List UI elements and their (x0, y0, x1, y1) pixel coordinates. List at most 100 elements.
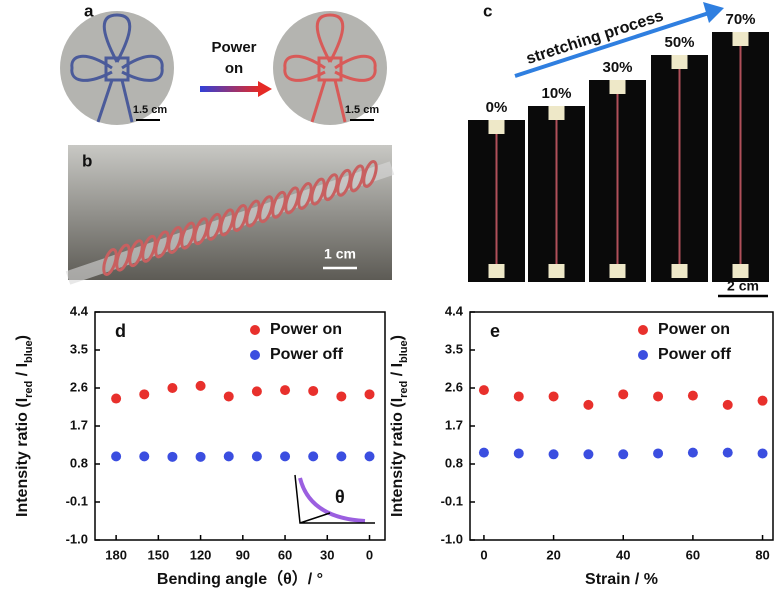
x-tick-label: 60 (278, 547, 292, 562)
point (251, 451, 262, 462)
point (364, 451, 375, 462)
point (722, 399, 733, 410)
scale-text: 1 cm (324, 246, 356, 262)
knot-on (283, 13, 377, 123)
coil (102, 160, 378, 276)
point (513, 448, 524, 459)
panel-label: a (84, 1, 94, 20)
y-axis-title-part: ) (389, 335, 406, 340)
coil-turn (180, 221, 196, 250)
point (139, 389, 150, 400)
point (223, 391, 234, 402)
point (653, 391, 664, 402)
point (280, 385, 291, 396)
y-axis-title-part: blue (23, 340, 35, 363)
panel-label: b (82, 151, 92, 170)
coil-turn (258, 195, 274, 224)
legend-marker (250, 350, 260, 360)
y-tick-label: 4.4 (70, 303, 89, 318)
legend-label: Power off (658, 346, 732, 363)
point (336, 391, 347, 402)
point (308, 385, 319, 396)
strain-label: 50% (664, 34, 694, 51)
clamp (671, 264, 688, 278)
point (687, 447, 698, 458)
point (548, 449, 559, 460)
point (111, 451, 122, 462)
coil-turn (271, 190, 287, 219)
coil-turn (128, 239, 144, 268)
scale-text: 1.5 cm (345, 104, 379, 116)
clamp (609, 80, 626, 94)
coil-turn (310, 177, 326, 206)
panel-label: d (115, 321, 126, 341)
arrow-head (703, 2, 724, 23)
y-tick-label: 0.8 (445, 455, 463, 470)
x-tick-label: 90 (236, 547, 250, 562)
arrow-head (258, 81, 272, 97)
strain-label: 30% (602, 59, 632, 76)
coil-turn (219, 208, 235, 237)
coil-turn (232, 204, 248, 232)
points (111, 380, 375, 462)
y-tick-label: 0.8 (70, 455, 88, 470)
point (548, 391, 559, 402)
y-axis-title-part: red (398, 381, 410, 398)
y-tick-label: 4.4 (445, 303, 464, 318)
x-tick-label: 20 (546, 547, 560, 562)
x-tick-label: 30 (320, 547, 334, 562)
point (139, 451, 150, 462)
chart: -1.0 -0.1 0.8 1.7 2.6 3.5 4.4 0 20 40 60 80 Strain /… (389, 303, 774, 588)
y-tick-label: 2.6 (445, 379, 463, 394)
clamp (548, 264, 565, 278)
y-axis-title-part: / I (389, 363, 406, 381)
y-tick-label: 1.7 (70, 417, 88, 432)
strain-label: 70% (725, 11, 755, 28)
point (364, 389, 375, 400)
legend-label: Power on (658, 321, 730, 338)
y-axis-title-part: Intensity ratio (I (14, 398, 31, 517)
y-tick-label: 3.5 (445, 341, 463, 356)
point (513, 391, 524, 402)
x-tick-label: 120 (190, 547, 212, 562)
arrow-text: on (225, 60, 243, 77)
point (687, 390, 698, 401)
photo-knot-off (60, 11, 174, 125)
coil-turn (284, 186, 300, 215)
strain-label: 10% (541, 85, 571, 102)
point (251, 386, 262, 397)
legend-label: Power on (270, 321, 342, 338)
coil-turn (141, 234, 157, 263)
coil-turn (193, 217, 209, 246)
panel-label: e (490, 321, 500, 341)
y-axis-title-part: / I (14, 363, 31, 381)
point (583, 399, 594, 410)
clamp (488, 264, 505, 278)
x-tick-label: 0 (480, 547, 487, 562)
point (167, 383, 178, 393)
x-tick-label: 40 (616, 547, 630, 562)
panel-label: c (483, 1, 492, 20)
coil-turn (115, 243, 131, 272)
points (478, 385, 768, 460)
coil-turn (245, 199, 261, 228)
y-axis-title-part: Intensity ratio (I (389, 398, 406, 517)
clamp (548, 106, 565, 120)
arrow-text: stretching process (524, 7, 666, 67)
coil-turn (349, 164, 365, 193)
y-axis-title: Intensity ratio (Ired / Iblue) (14, 335, 35, 517)
x-tick-label: 80 (755, 547, 769, 562)
y-tick-label: -0.1 (441, 493, 463, 508)
point (280, 451, 291, 462)
clamp (488, 120, 505, 134)
arrow (514, 10, 713, 78)
point (722, 447, 733, 458)
coil-turn (206, 212, 222, 241)
legend-marker (250, 325, 260, 335)
strain-label: 0% (486, 99, 508, 116)
point (583, 449, 594, 460)
point (195, 380, 206, 391)
clamp (609, 264, 626, 278)
panel-c: c stretching process 2 cm 0%10%30%50%70% (468, 1, 769, 298)
y-axis-title: Intensity ratio (Ired / Iblue) (389, 335, 410, 517)
